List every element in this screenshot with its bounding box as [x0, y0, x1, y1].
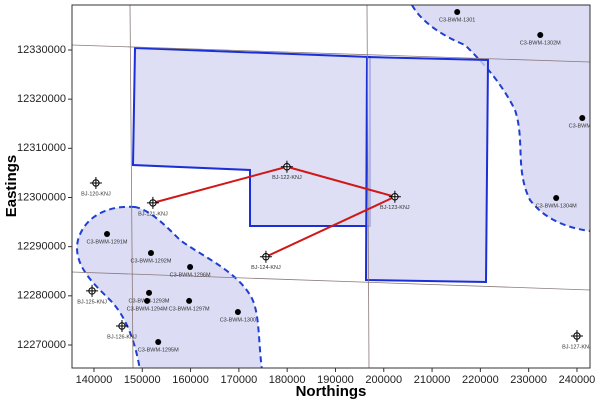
- y-tick-label: 12270000: [17, 339, 66, 351]
- borehole-label: C3-BWM-1292M: [130, 259, 171, 265]
- borehole: [155, 339, 162, 346]
- x-tick-label: 230000: [510, 374, 547, 386]
- boundary-line: [72, 271, 590, 291]
- borehole: [104, 231, 111, 238]
- y-tick-label: 12330000: [17, 44, 66, 56]
- borehole: [553, 194, 560, 201]
- connector: [152, 165, 288, 204]
- x-tick-label: 150000: [124, 374, 161, 386]
- borehole: [579, 114, 586, 121]
- borehole: [144, 297, 151, 304]
- borehole: [187, 263, 194, 270]
- zone-fill: [412, 5, 590, 231]
- borehole: [146, 289, 153, 296]
- well: [86, 284, 99, 297]
- borehole: [537, 31, 544, 38]
- well-label: BJ-123-KNJ: [380, 205, 410, 211]
- well: [146, 196, 159, 209]
- well: [280, 160, 293, 173]
- x-tick-label: 180000: [269, 374, 306, 386]
- x-tick-label: 210000: [414, 374, 451, 386]
- well: [89, 176, 102, 189]
- boundary-line: [129, 5, 134, 368]
- connector: [286, 165, 396, 198]
- well-label: BJ-122-KNJ: [272, 175, 302, 181]
- borehole: [234, 308, 241, 315]
- well-cross: [86, 284, 99, 297]
- y-tick-label: 12310000: [17, 142, 66, 154]
- well-label: BJ-126-KNJ: [107, 334, 137, 340]
- y-tick-label: 12320000: [17, 93, 66, 105]
- borehole-label: C3-BWM-1301: [439, 17, 475, 23]
- well-cross: [388, 190, 401, 203]
- borehole-label: C3-BWM-1304M: [536, 203, 577, 209]
- x-tick-label: 200000: [365, 374, 402, 386]
- zone-outline: [411, 5, 590, 232]
- y-axis-label: Eastings: [3, 155, 20, 218]
- borehole-label: C3-BWM-1295M: [138, 347, 179, 353]
- layers: BJ-120-KNJ BJ-121-KNJ BJ-122-KNJ BJ-123-KNJ…: [72, 5, 596, 368]
- well-label: BJ-121-KNJ: [138, 211, 168, 217]
- block-polygon: [364, 55, 490, 284]
- well-label: BJ-124-KNJ: [251, 265, 281, 271]
- well-cross: [280, 160, 293, 173]
- borehole-label: C3-BWM-1297M: [169, 306, 210, 312]
- y-tick-label: 12280000: [17, 290, 66, 302]
- x-tick-label: 240000: [559, 374, 596, 386]
- well-cross: [89, 176, 102, 189]
- connector: [265, 195, 396, 258]
- well: [115, 320, 128, 333]
- well-cross: [259, 250, 272, 263]
- borehole: [147, 250, 154, 257]
- borehole-label: C3-BWM-1294M: [127, 306, 168, 312]
- x-tick-label: 190000: [317, 374, 354, 386]
- x-tick-label: 170000: [221, 374, 258, 386]
- frame: [71, 4, 591, 369]
- marks: BJ-120-KNJ BJ-121-KNJ BJ-122-KNJ BJ-123-KNJ…: [77, 8, 596, 353]
- well: [259, 250, 272, 263]
- borehole-label: C3-BWM-1296M: [170, 272, 211, 278]
- borehole-label: C3-BWM-1: [569, 123, 596, 129]
- borehole: [186, 297, 193, 304]
- boundary-line: [72, 44, 590, 63]
- well-cross: [570, 329, 583, 342]
- borehole-label: C3-BWM-1302M: [520, 40, 561, 46]
- well-label: BJ-127-KNJ: [562, 344, 592, 350]
- borehole: [454, 8, 461, 15]
- well-label: BJ-120-KNJ: [81, 191, 111, 197]
- y-tick-label: 12300000: [17, 191, 66, 203]
- borehole-label: C3-BWM-1291M: [87, 239, 128, 245]
- well-cross: [115, 320, 128, 333]
- y-tick-label: 12290000: [17, 241, 66, 253]
- x-axis-label: Northings: [296, 383, 367, 400]
- well-cross: [146, 196, 159, 209]
- x-tick-label: 140000: [76, 374, 113, 386]
- well-label: BJ-125-KNJ: [77, 299, 107, 305]
- well: [570, 329, 583, 342]
- boundary-line: [366, 5, 370, 368]
- well: [388, 190, 401, 203]
- borehole-label: C3-BWM-1300: [220, 317, 256, 323]
- x-tick-label: 160000: [172, 374, 209, 386]
- x-tick-label: 220000: [462, 374, 499, 386]
- zone-outline: [76, 205, 263, 368]
